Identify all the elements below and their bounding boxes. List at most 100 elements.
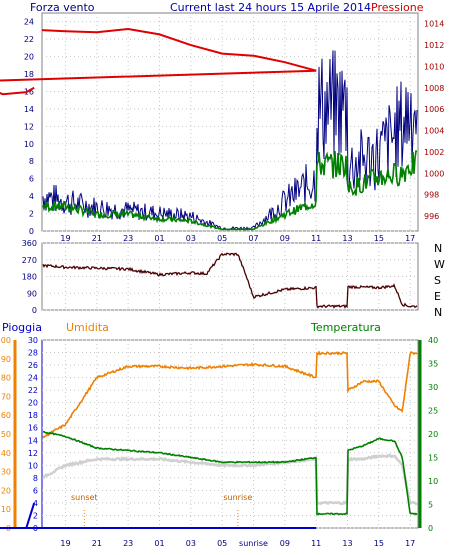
rain-tick: 40 (1, 449, 11, 458)
pressure-tick: 1006 (424, 105, 444, 114)
humidity-tick: 14 (28, 436, 38, 445)
wind-speed-tick: 10 (24, 140, 34, 149)
humidity-tick: 6 (33, 486, 38, 495)
direction-tick: 180 (22, 273, 37, 282)
time-tick: 23 (123, 234, 133, 243)
wind-speed-label: Forza vento (30, 1, 95, 14)
wind-speed-tick: 6 (29, 175, 34, 184)
time-tick: 23 (123, 539, 133, 548)
plot-frame-wind (41, 12, 419, 232)
wind-speed-tick: 18 (24, 70, 34, 79)
temperature-tick: 35 (428, 360, 438, 369)
temperature-tick: 5 (428, 501, 433, 510)
climate-series (0, 350, 418, 529)
direction-grid (42, 242, 418, 311)
humidity-tick: 8 (33, 474, 38, 483)
pressure-tick: 1008 (424, 84, 444, 93)
time-tick: 09 (280, 234, 290, 243)
temperature-tick: 15 (428, 454, 438, 463)
time-tick: 07 (248, 234, 258, 243)
rain-label: Pioggia (2, 321, 42, 334)
wind-speed-tick: 4 (29, 192, 34, 201)
pressure-tick: 1002 (424, 148, 444, 157)
wind-direction-line (42, 252, 418, 309)
wind-speed-tick: 0 (29, 227, 34, 236)
rain-tick: 80 (1, 374, 11, 383)
chart-title: Current last 24 hours 15 Aprile 2014 (170, 1, 371, 14)
compass-letter: E (434, 290, 441, 303)
temperature-tick: 40 (428, 336, 438, 345)
wind-speed-tick: 12 (24, 122, 34, 131)
temperature-tick: 10 (428, 477, 438, 486)
humidity-tick: 26 (28, 361, 38, 370)
humidity-tick: 20 (28, 399, 38, 408)
temperature-tick: 30 (428, 383, 438, 392)
time-tick: 15 (374, 539, 384, 548)
humidity-tick: 22 (28, 386, 38, 395)
time-tick: 11 (311, 539, 321, 548)
pressure-tick: 998 (424, 191, 439, 200)
rain-tick: 60 (1, 411, 11, 420)
pressure-axis: 996 998 1000 1002 1004 1006 1008 1010 1012 1014 (424, 20, 444, 221)
time-tick: 21 (92, 234, 102, 243)
wind-time-axis: 19 21 23 01 03 05 07 09 11 13 15 17 (60, 234, 415, 243)
time-tick: 19 (60, 234, 70, 243)
wind-average-line (42, 150, 418, 231)
rain-tick: 50 (1, 430, 11, 439)
rain-tick: 90 (1, 355, 11, 364)
compass-letter: W (434, 258, 445, 271)
humidity-tick: 18 (28, 411, 38, 420)
time-tick: 17 (405, 539, 415, 548)
humidity-tick: 24 (28, 374, 38, 383)
time-tick: 09 (280, 539, 290, 548)
wind-pressure-series (0, 27, 418, 231)
humidity-tick: 4 (33, 499, 38, 508)
pressure-tick: 1010 (424, 62, 444, 71)
annotation-sunset: sunset (71, 493, 98, 502)
wind-grid (42, 13, 418, 232)
rain-tick: 70 (1, 392, 11, 401)
direction-tick: 90 (27, 289, 37, 298)
direction-series (42, 252, 418, 309)
sun-annotations: sunset sunrise (71, 493, 252, 526)
wind-speed-tick: 16 (24, 87, 34, 96)
pressure-tick: 996 (424, 212, 439, 221)
temperature-axis: 0 5 10 15 20 25 30 35 40 (428, 336, 438, 533)
dewpoint-line (42, 453, 418, 506)
wind-speed-tick: 8 (29, 157, 34, 166)
time-tick: sunrise (239, 539, 268, 548)
humidity-tick: 12 (28, 449, 38, 458)
time-tick: 01 (154, 234, 164, 243)
time-tick: 05 (217, 539, 227, 548)
direction-axis: 0 90 180 270 360 (22, 239, 37, 315)
direction-tick: 0 (32, 306, 37, 315)
compass-letter: S (434, 274, 441, 287)
pressure-line (0, 27, 317, 96)
time-tick: 01 (154, 539, 164, 548)
rain-tick: 10 (1, 505, 11, 514)
rain-tick: 30 (1, 468, 11, 477)
direction-tick: 270 (22, 256, 37, 265)
temperature-label: Temperatura (310, 321, 381, 334)
time-tick: 03 (186, 234, 196, 243)
humidity-label: Umidita (66, 321, 109, 334)
compass-letter: N (434, 242, 442, 255)
wind-speed-tick: 2 (29, 210, 34, 219)
time-tick: 03 (186, 539, 196, 548)
humidity-tick: 30 (28, 336, 38, 345)
temperature-tick: 25 (428, 407, 438, 416)
time-tick: 05 (217, 234, 227, 243)
pressure-label: Pressione (371, 1, 424, 14)
humidity-tick: 28 (28, 349, 38, 358)
temperature-tick: 0 (428, 524, 433, 533)
rain-axis: 0102030405060708090100 (0, 336, 11, 533)
pressure-tick: 1012 (424, 41, 444, 50)
rain-line (0, 502, 317, 529)
humidity-tick: 10 (28, 461, 38, 470)
time-tick: 17 (405, 234, 415, 243)
rain-tick: 20 (1, 486, 11, 495)
wind-pressure-panel: Forza vento Current last 24 hours 15 Apr… (0, 1, 444, 243)
humidity-tick: 2 (33, 511, 38, 520)
